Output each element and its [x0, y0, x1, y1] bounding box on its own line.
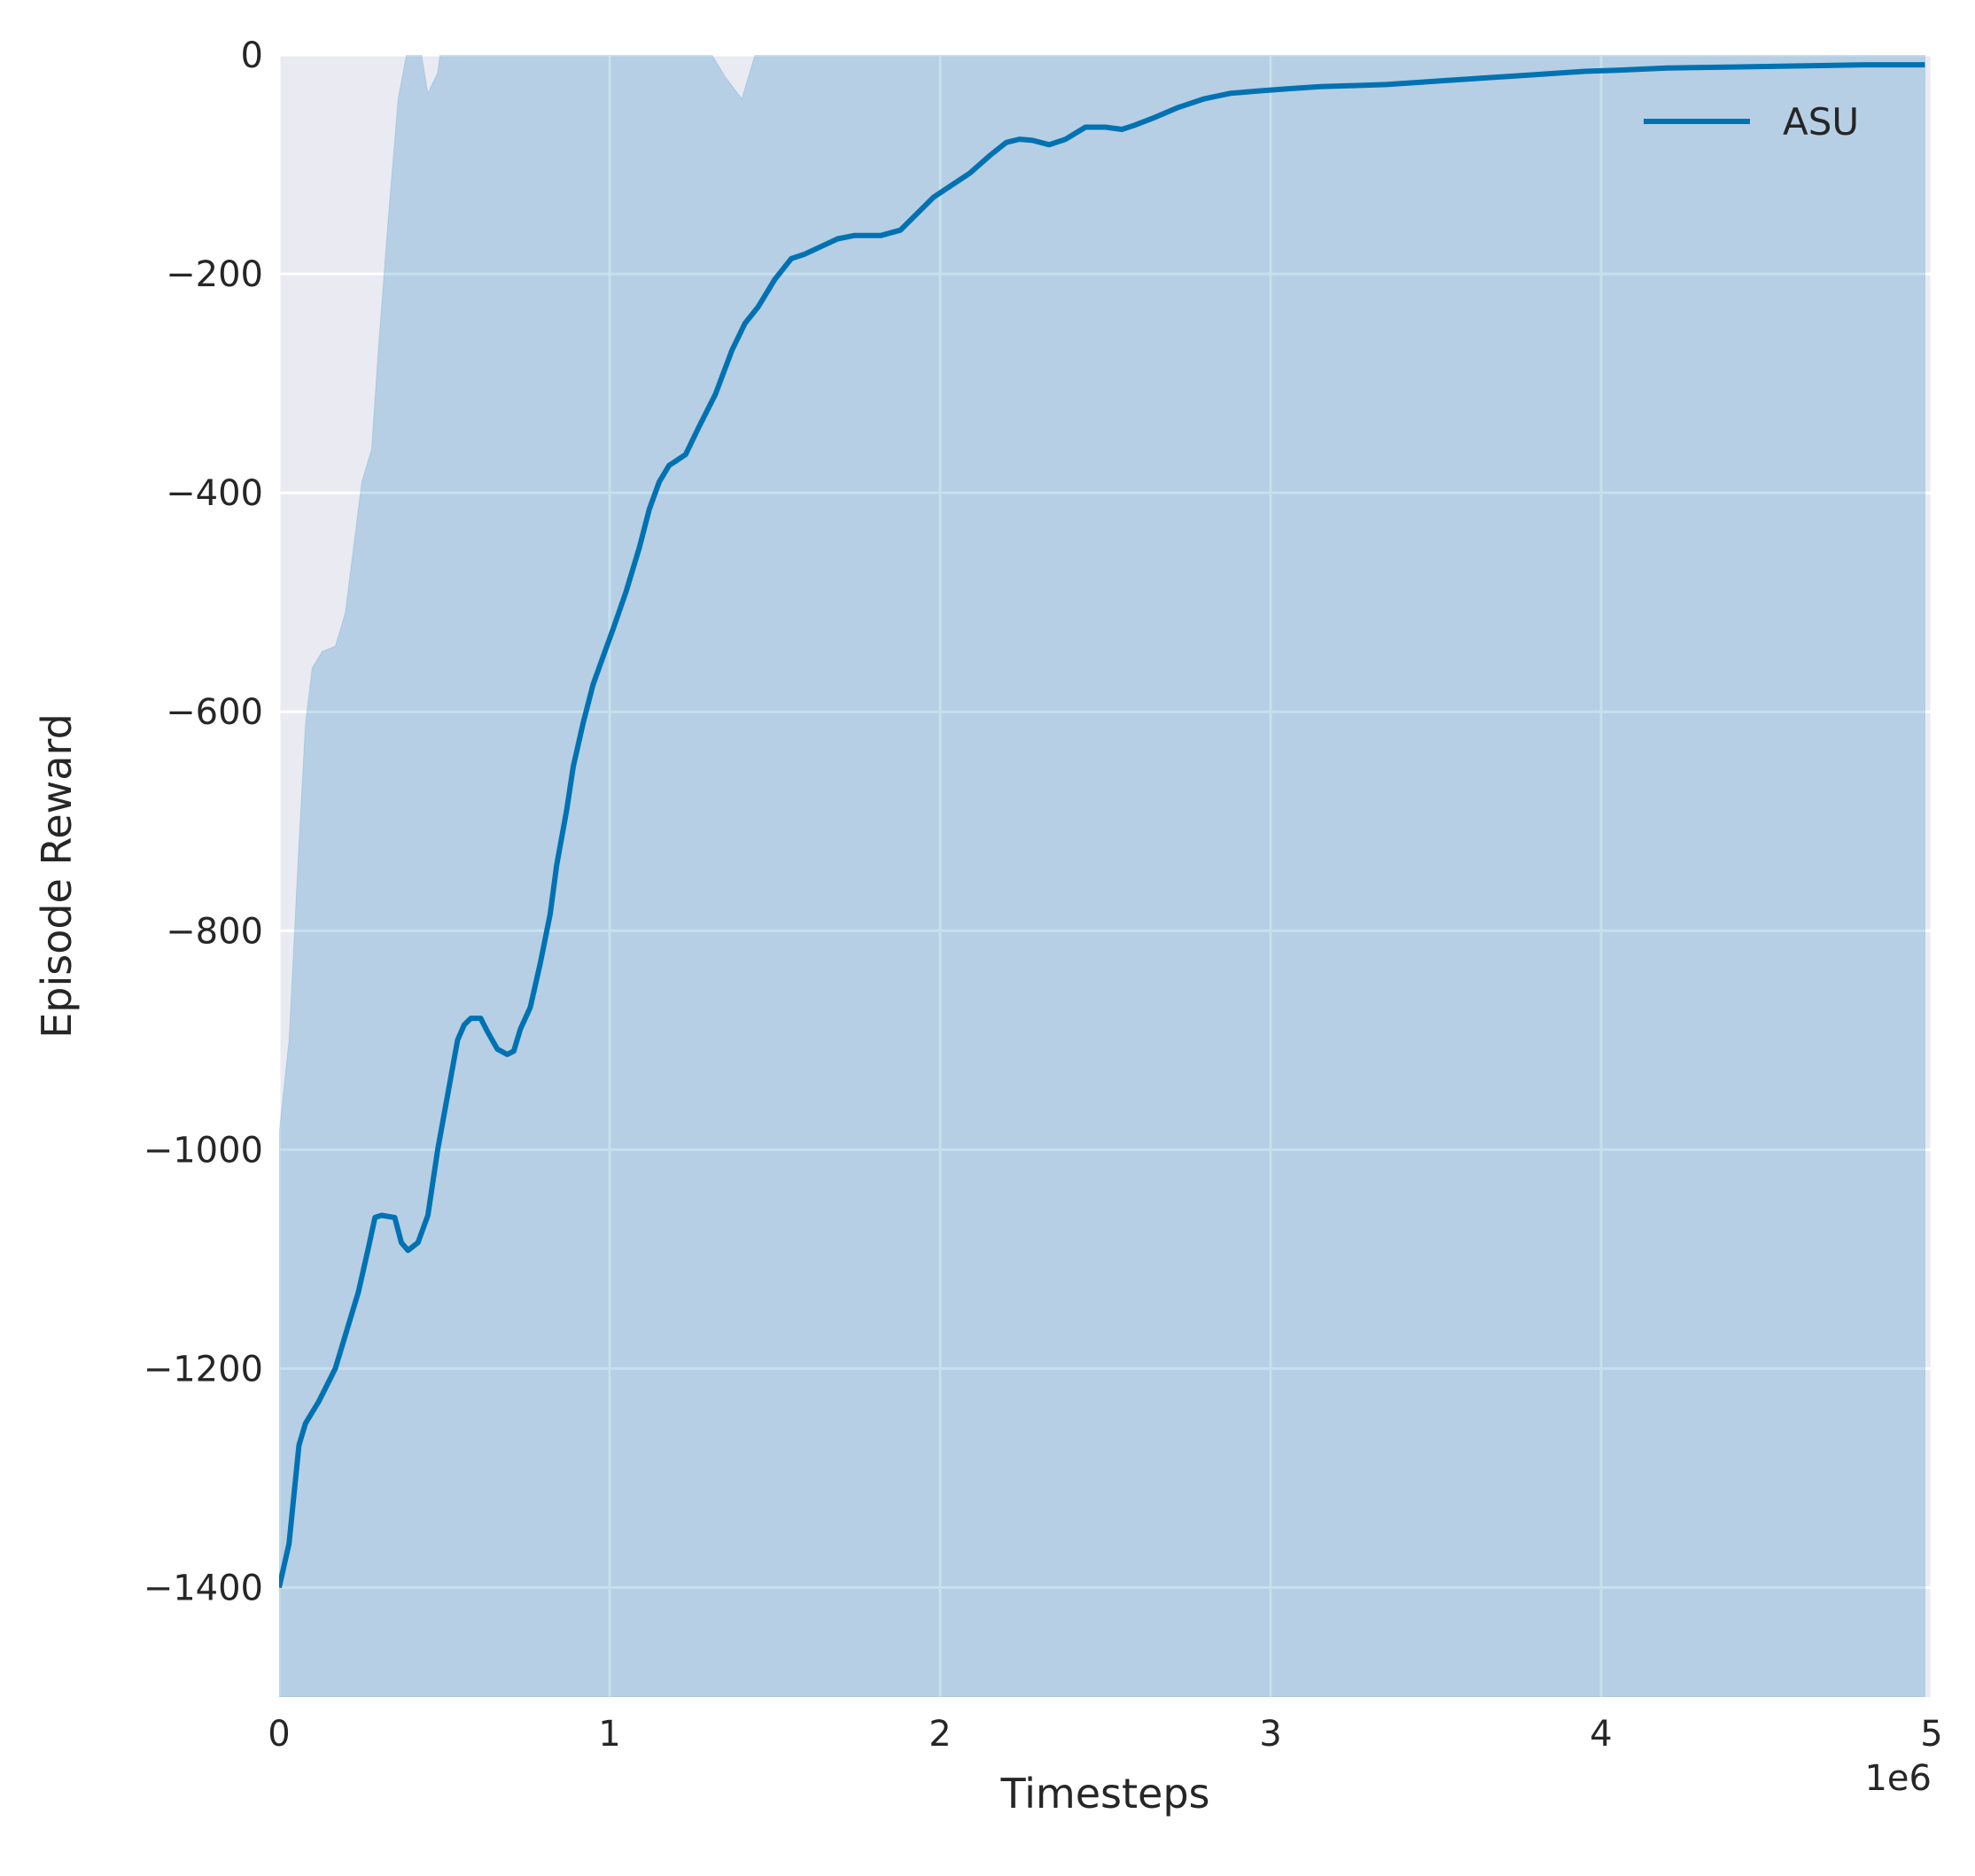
x-tick-label: 2: [929, 1714, 951, 1755]
y-tick-label: −600: [166, 692, 263, 733]
confidence-band: [279, 55, 1925, 1697]
x-tick-labels: 0 1 2 3 4 5: [268, 1714, 1942, 1755]
y-axis-title: Episode Reward: [33, 713, 81, 1039]
x-axis-offset-label: 1e6: [1864, 1758, 1932, 1799]
x-tick-label: 1: [598, 1714, 620, 1755]
y-tick-labels: 0 −200 −400 −600 −800 −1000 −1200 −1400: [144, 35, 263, 1608]
x-tick-label: 5: [1920, 1714, 1942, 1755]
y-tick-label: −1400: [144, 1568, 263, 1608]
legend: ASU: [1644, 100, 1859, 144]
y-tick-label: −1000: [144, 1130, 263, 1171]
y-tick-label: 0: [241, 35, 263, 76]
x-tick-label: 4: [1590, 1714, 1612, 1755]
x-tick-label: 0: [268, 1714, 290, 1755]
x-tick-label: 3: [1259, 1714, 1281, 1755]
y-tick-label: −1200: [144, 1349, 263, 1389]
y-tick-label: −200: [166, 254, 263, 295]
series-line-asu: [279, 62, 1925, 1589]
y-tick-label: −800: [166, 911, 263, 952]
grid-lines: [277, 53, 1933, 1697]
x-axis-title: Timesteps: [999, 1770, 1209, 1818]
y-tick-label: −400: [166, 473, 263, 514]
legend-label-asu: ASU: [1783, 100, 1859, 144]
